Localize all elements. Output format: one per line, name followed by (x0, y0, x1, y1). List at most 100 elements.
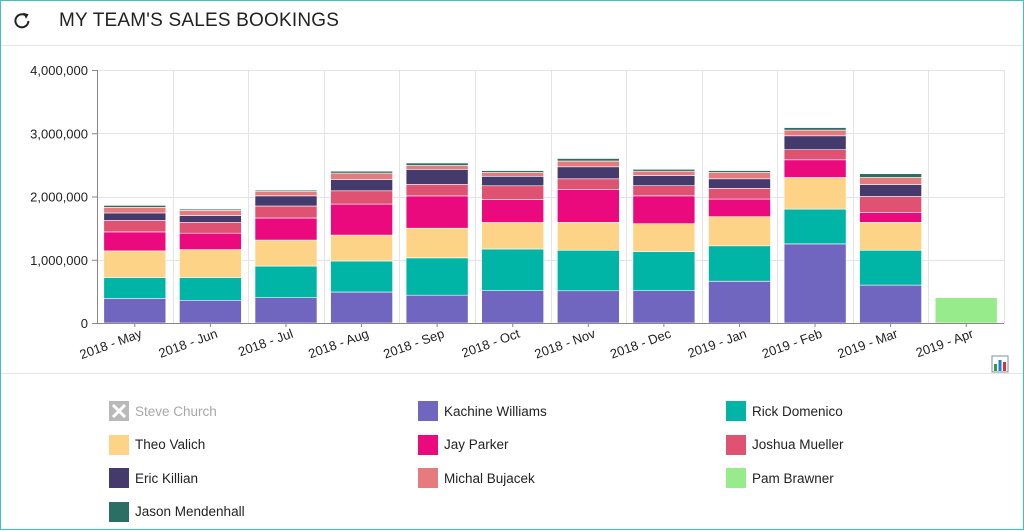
bar-segment (708, 281, 771, 324)
legend-swatch (109, 434, 129, 455)
bar-segment (179, 222, 242, 234)
legend-item[interactable]: Pam Brawner (726, 467, 834, 489)
legend-swatch (726, 434, 746, 455)
bar-segment (556, 178, 620, 190)
bar-segment (179, 210, 242, 216)
legend-item[interactable]: Jason Mendenhall (109, 501, 245, 523)
bar-segment (103, 207, 167, 214)
bar-segment (179, 215, 242, 223)
bar-segment (708, 178, 771, 189)
legend-label: Kachine Williams (444, 403, 547, 419)
bar-segment (103, 205, 167, 208)
bar-segment (179, 249, 242, 278)
bar-segment (481, 199, 545, 223)
bar-segment (405, 227, 469, 259)
bar-segment (330, 170, 393, 174)
legend-label: Jay Parker (444, 437, 509, 452)
bar-segment (103, 212, 167, 221)
bar-segment (783, 243, 847, 324)
bar-segment (405, 195, 469, 229)
legend-item[interactable]: Michal Bujacek (418, 467, 535, 489)
bar-segment (330, 234, 393, 262)
legend-swatch (418, 401, 438, 421)
legend-item[interactable]: Jay Parker (418, 434, 509, 456)
divider (1, 373, 1023, 374)
bar-segment (632, 185, 696, 197)
legend-item[interactable]: Eric Killian (109, 467, 198, 489)
bar-segment (481, 176, 545, 187)
bar-segment (103, 298, 167, 324)
legend-item[interactable]: Kachine Williams (418, 400, 547, 422)
bar-segment (556, 222, 620, 251)
legend-swatch (726, 468, 746, 488)
bar-segment (708, 172, 771, 180)
bar-segment (254, 195, 318, 207)
legend-label: Eric Killian (135, 470, 199, 486)
bar-segment (556, 290, 620, 324)
bar-segment (330, 291, 393, 324)
legend-swatch (418, 434, 438, 455)
bar-segment (254, 297, 318, 324)
bar-segment (556, 250, 620, 292)
legend-item[interactable]: Steve Church (109, 400, 217, 422)
bar-segment (632, 170, 696, 176)
x-tick-label: 2018 - Aug (306, 326, 370, 362)
y-tick-label: 2,000,000 (30, 190, 88, 205)
bar-segment (783, 177, 847, 210)
bar-segment (481, 172, 545, 177)
bar-segment (481, 185, 545, 200)
bar-segment (783, 127, 847, 131)
bar-segment (254, 205, 318, 219)
bar-segment (632, 195, 696, 224)
legend-label: Joshua Mueller (752, 437, 844, 452)
bar-segment (632, 175, 696, 187)
refresh-icon[interactable] (11, 10, 33, 32)
bar-chart-icon[interactable] (991, 355, 1009, 373)
bar-segment (708, 198, 771, 218)
bar-segment (632, 223, 696, 252)
legend-swatch (109, 468, 129, 488)
bar-segment (556, 160, 620, 168)
bar-segment (859, 177, 922, 185)
x-tick-label: 2019 - Feb (760, 326, 824, 362)
bar-segment (556, 189, 620, 223)
y-tick-label: 0 (81, 316, 88, 331)
bar-segment (934, 297, 998, 324)
bar-segment (405, 294, 469, 324)
x-tick-label: 2019 - Apr (914, 325, 976, 360)
bar-segment (481, 248, 545, 292)
bar-segment (783, 129, 847, 137)
bar-segment (783, 135, 847, 151)
legend-item[interactable]: Rick Domenico (726, 400, 843, 422)
bar-segment (708, 188, 771, 200)
bar-segment (330, 179, 393, 192)
bar-segment (783, 159, 847, 178)
bar-segment (254, 239, 318, 267)
bar-segment (103, 250, 167, 278)
bar-segment (859, 222, 922, 251)
x-tick-label: 2018 - Sep (381, 326, 446, 362)
bar-segment (783, 208, 847, 245)
legend-label: Jason Mendenhall (135, 504, 245, 519)
bar-segment (556, 166, 620, 180)
bar-segment (859, 184, 922, 197)
legend-label: Michal Bujacek (444, 470, 535, 486)
legend-item[interactable]: Joshua Mueller (726, 434, 844, 456)
bar-segment (179, 232, 242, 250)
bar-segment (103, 231, 167, 252)
bar-segment (859, 284, 922, 324)
bar-segment (179, 299, 242, 324)
bar-segment (330, 203, 393, 236)
bar-segment (405, 165, 469, 170)
bar-segment (481, 290, 545, 324)
legend-item[interactable]: Theo Valich (109, 434, 205, 456)
legend-label: Rick Domenico (752, 403, 843, 419)
legend-label: Theo Valich (135, 437, 206, 452)
legend-label: Steve Church (135, 403, 217, 419)
x-tick-label: 2018 - Nov (532, 326, 597, 362)
y-tick-label: 3,000,000 (30, 126, 88, 141)
x-tick-label: 2018 - May (78, 326, 145, 363)
bar-segment (179, 277, 242, 301)
legend-swatch (418, 468, 438, 488)
